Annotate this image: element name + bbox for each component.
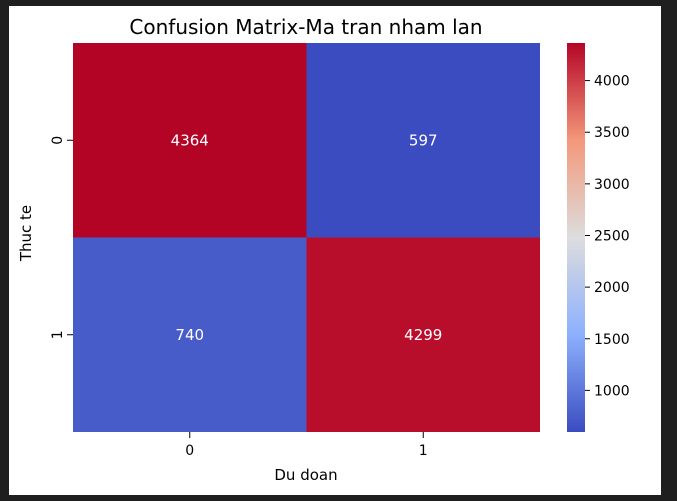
x-tick-label: 0 bbox=[185, 443, 194, 459]
heatmap-cell bbox=[73, 237, 307, 432]
colorbar-gradient bbox=[567, 43, 585, 432]
y-axis-ticks: 01 bbox=[50, 136, 73, 339]
chart-figure: Confusion Matrix-Ma tran nham lan Du doa… bbox=[9, 6, 661, 495]
colorbar-tick-label: 3000 bbox=[594, 177, 630, 193]
cell-value-label: 740 bbox=[175, 326, 204, 344]
cell-value-label: 4299 bbox=[404, 326, 442, 344]
heatmap-cell bbox=[73, 43, 307, 238]
colorbar-tick-label: 2000 bbox=[594, 280, 630, 296]
colorbar-tick-label: 1500 bbox=[594, 332, 630, 348]
cell-value-label: 4364 bbox=[171, 131, 209, 149]
colorbar-tick-label: 2500 bbox=[594, 228, 630, 244]
colorbar: 1000 1500 2000 2500 3000 3500 4000 bbox=[567, 43, 630, 432]
heatmap-cell bbox=[306, 237, 540, 432]
x-tick-label: 1 bbox=[419, 443, 428, 459]
heatmap-cell bbox=[306, 43, 540, 238]
y-tick-label: 0 bbox=[50, 136, 66, 145]
x-axis-label: Du doan bbox=[274, 466, 337, 484]
chart-title: Confusion Matrix-Ma tran nham lan bbox=[129, 15, 482, 39]
colorbar-tick-label: 3500 bbox=[594, 125, 630, 141]
y-axis-label: Thuc te bbox=[17, 205, 35, 262]
heatmap-cells: 4364 597 740 4299 bbox=[73, 43, 540, 432]
colorbar-tick-label: 4000 bbox=[594, 74, 630, 90]
cell-value-label: 597 bbox=[409, 131, 438, 149]
colorbar-tick-label: 1000 bbox=[594, 383, 630, 399]
y-tick-label: 1 bbox=[50, 330, 66, 339]
confusion-matrix-chart: Confusion Matrix-Ma tran nham lan Du doa… bbox=[17, 15, 630, 484]
